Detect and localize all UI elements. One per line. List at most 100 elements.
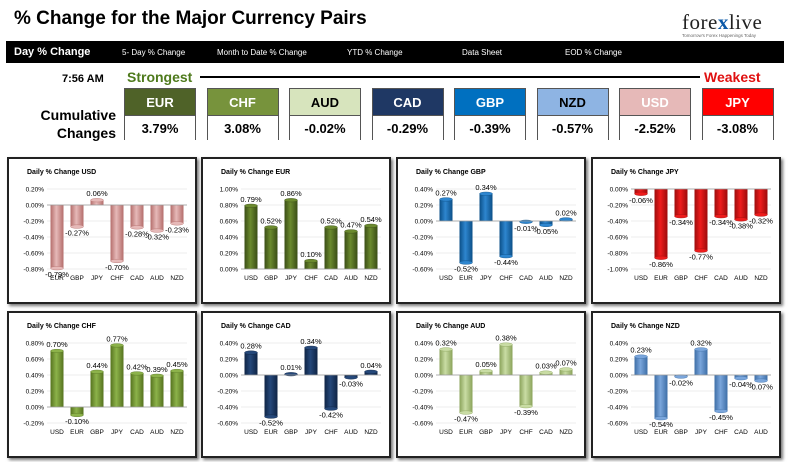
- cumulative-cell-cad: CAD -0.29%: [371, 88, 444, 140]
- nav-ytd-change[interactable]: YTD % Change: [347, 47, 403, 57]
- x-tick-label: EUR: [50, 275, 64, 282]
- bar: [150, 205, 164, 231]
- data-label: -0.07%: [749, 383, 773, 392]
- bar-cap: [479, 191, 493, 196]
- bar: [694, 189, 708, 251]
- currency-code: NZD: [537, 89, 608, 115]
- cumulative-cell-jpy: JPY -3.08%: [701, 88, 774, 140]
- nav-month-to-date[interactable]: Month to Date % Change: [217, 47, 307, 57]
- bar: [439, 349, 453, 375]
- x-tick-label: AUD: [344, 275, 358, 282]
- bar-cap: [284, 198, 298, 203]
- bar: [304, 347, 318, 375]
- data-label: 0.04%: [360, 361, 382, 370]
- x-tick-label: CAD: [714, 275, 728, 282]
- x-tick-label: JPY: [500, 429, 513, 436]
- bar-cap: [344, 375, 358, 380]
- y-tick-label: 0.00%: [220, 373, 239, 380]
- bar-cap: [110, 343, 124, 348]
- bar-cap: [479, 369, 493, 374]
- cumulative-changes-label: Cumulative Changes: [40, 107, 116, 141]
- cumulative-value: -0.02%: [290, 115, 360, 140]
- data-label: -0.28%: [125, 229, 149, 238]
- nav-bar: Day % Change 5- Day % Change Month to Da…: [6, 41, 784, 63]
- chart-title: Daily % Change NZD: [611, 323, 680, 330]
- bar: [244, 205, 258, 269]
- x-tick-label: AUD: [754, 429, 768, 436]
- bar-cap: [459, 410, 473, 415]
- bar-cap: [110, 258, 124, 263]
- x-tick-label: GBP: [264, 275, 278, 282]
- x-tick-label: EUR: [264, 429, 278, 436]
- x-tick-label: CHF: [499, 275, 512, 282]
- bar: [634, 189, 648, 194]
- data-label: -0.10%: [65, 417, 89, 426]
- y-tick-label: -0.60%: [412, 421, 433, 428]
- bar: [170, 205, 184, 224]
- y-tick-label: -1.00%: [607, 267, 628, 274]
- x-tick-label: NZD: [170, 429, 184, 436]
- bar-cap: [694, 347, 708, 352]
- data-label: -0.03%: [339, 379, 363, 388]
- data-label: -0.05%: [534, 227, 558, 236]
- bar-cap: [90, 369, 104, 374]
- y-tick-label: -0.40%: [217, 405, 238, 412]
- bar: [90, 200, 104, 205]
- chart-title: Daily % Change USD: [27, 169, 96, 176]
- data-label: -0.34%: [669, 218, 693, 227]
- x-tick-label: EUR: [70, 429, 84, 436]
- forexlive-logo[interactable]: forexlive Tomorrow's Forex Happenings To…: [682, 10, 778, 40]
- chart-panel-chf: Daily % Change CHF 0.80% 0.60% 0.40% 0.20% 0.…: [7, 311, 197, 458]
- x-tick-label: AUD: [539, 275, 553, 282]
- bar-cap: [304, 345, 318, 350]
- data-label: -0.44%: [494, 258, 518, 267]
- cumulative-value: 3.08%: [207, 115, 278, 140]
- data-label: -0.77%: [689, 253, 713, 262]
- bar: [499, 221, 513, 257]
- x-tick-label: NZD: [754, 275, 768, 282]
- y-tick-label: 0.00%: [610, 187, 629, 194]
- y-tick-label: 0.60%: [26, 357, 45, 364]
- y-tick-label: 0.40%: [415, 341, 434, 348]
- bar: [90, 371, 104, 407]
- x-tick-label: AUD: [150, 429, 164, 436]
- nav-5day-change[interactable]: 5- Day % Change: [122, 47, 186, 57]
- x-tick-label: USD: [244, 275, 258, 282]
- bar-cap: [170, 369, 184, 374]
- data-label: -0.01%: [514, 224, 538, 233]
- x-tick-label: CHF: [519, 429, 532, 436]
- nav-data-sheet[interactable]: Data Sheet: [462, 47, 503, 57]
- nav-eod-change[interactable]: EOD % Change: [565, 47, 622, 57]
- bar: [734, 189, 748, 220]
- data-label: 0.10%: [300, 250, 322, 259]
- bar-cap: [264, 225, 278, 230]
- nav-day-change[interactable]: Day % Change: [14, 46, 91, 58]
- x-tick-label: USD: [439, 429, 453, 436]
- bar-cap: [754, 212, 768, 217]
- weakest-label: Weakest: [704, 69, 761, 85]
- bar-cap: [714, 408, 728, 413]
- y-tick-label: 0.00%: [220, 267, 239, 274]
- bar-cap: [654, 255, 668, 260]
- y-tick-label: -0.20%: [607, 389, 628, 396]
- chart-title: Daily % Change GBP: [416, 169, 486, 176]
- data-label: 0.52%: [320, 216, 342, 225]
- cumulative-cell-nzd: NZD -0.57%: [536, 88, 609, 140]
- bar-cap: [634, 191, 648, 196]
- data-label: 0.86%: [280, 189, 302, 198]
- chart-title: Daily % Change CHF: [27, 323, 97, 330]
- data-label: 0.27%: [435, 188, 457, 197]
- data-label: 0.44%: [86, 361, 108, 370]
- bar: [439, 199, 453, 221]
- bar-cap: [244, 203, 258, 208]
- bar: [714, 375, 728, 411]
- y-tick-label: 0.80%: [26, 341, 45, 348]
- bar: [674, 189, 688, 217]
- bar: [244, 352, 258, 375]
- chart-panel-gbp: Daily % Change GBP 0.40% 0.20% 0.00% -0.20% -…: [396, 157, 586, 304]
- x-tick-label: CHF: [324, 429, 337, 436]
- cumulative-cell-eur: EUR 3.79%: [124, 88, 196, 140]
- bar-cap: [754, 378, 768, 383]
- x-tick-label: USD: [50, 429, 64, 436]
- x-tick-label: JPY: [695, 429, 708, 436]
